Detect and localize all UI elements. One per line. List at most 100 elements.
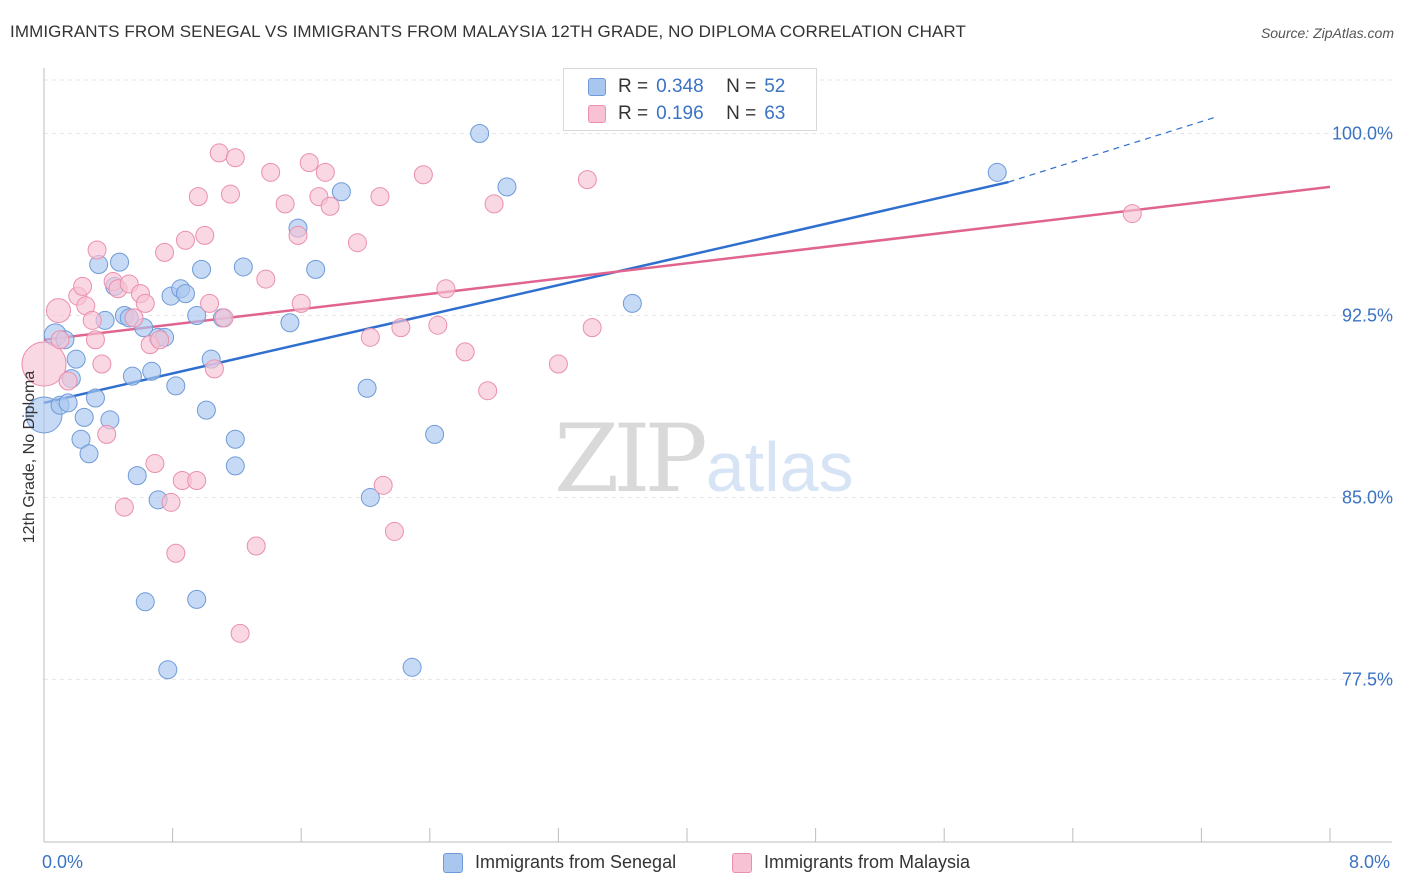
- point-senegal: [192, 259, 212, 279]
- point-malaysia: [455, 342, 475, 362]
- point-senegal: [187, 305, 207, 325]
- point-malaysia: [195, 225, 215, 245]
- point-senegal: [622, 293, 642, 313]
- legend-n-label: N =: [726, 103, 757, 124]
- point-malaysia: [97, 424, 117, 444]
- point-malaysia: [384, 521, 404, 541]
- series-legend-senegal: Immigrants from Senegal: [443, 852, 676, 873]
- chart-title: IMMIGRANTS FROM SENEGAL VS IMMIGRANTS FR…: [10, 22, 966, 41]
- series-legend-senegal-label: Immigrants from Senegal: [475, 852, 677, 872]
- point-malaysia: [548, 354, 568, 374]
- point-malaysia: [391, 318, 411, 338]
- legend-n-value: 63: [764, 103, 786, 124]
- point-malaysia: [214, 308, 234, 328]
- point-senegal: [280, 313, 300, 333]
- legend-swatch-senegal: [588, 78, 606, 96]
- stats-legend: R = 0.348 N = 52 R = 0.196 N = 63: [563, 68, 817, 131]
- point-senegal: [987, 162, 1007, 182]
- point-malaysia: [135, 293, 155, 313]
- y-tick-label: 85.0%: [1342, 487, 1393, 507]
- point-senegal: [425, 424, 445, 444]
- y-axis-label: 12th Grade, No Diploma: [21, 370, 38, 544]
- point-malaysia: [114, 497, 134, 517]
- point-malaysia: [85, 330, 105, 350]
- point-malaysia: [246, 536, 266, 556]
- point-senegal: [127, 466, 147, 486]
- series-legend-malaysia-label: Immigrants from Malaysia: [764, 852, 971, 872]
- point-senegal: [79, 444, 99, 464]
- point-malaysia: [320, 196, 340, 216]
- point-malaysia: [209, 143, 229, 163]
- legend-row-malaysia: R = 0.196 N = 63: [588, 102, 785, 126]
- point-senegal: [85, 388, 105, 408]
- point-senegal: [187, 589, 207, 609]
- point-malaysia: [347, 233, 367, 253]
- chart-source: Source: ZipAtlas.com: [1260, 25, 1394, 41]
- point-malaysia: [21, 341, 67, 387]
- point-malaysia: [166, 543, 186, 563]
- point-malaysia: [436, 279, 456, 299]
- series-legend: Immigrants from Senegal Immigrants from …: [0, 852, 1406, 878]
- point-senegal: [225, 456, 245, 476]
- legend-swatch-malaysia: [588, 105, 606, 123]
- point-malaysia: [92, 354, 112, 374]
- point-malaysia: [150, 330, 170, 350]
- legend-r-label: R =: [618, 103, 649, 124]
- point-senegal: [196, 400, 216, 420]
- point-malaysia: [428, 315, 448, 335]
- point-senegal: [142, 361, 162, 381]
- legend-n-label: N =: [726, 76, 757, 97]
- point-malaysia: [87, 240, 107, 260]
- point-senegal: [166, 376, 186, 396]
- legend-r-label: R =: [618, 76, 649, 97]
- point-senegal: [71, 429, 91, 449]
- point-senegal: [66, 349, 86, 369]
- point-malaysia: [82, 310, 102, 330]
- series-swatch-senegal: [443, 852, 463, 873]
- point-malaysia: [256, 269, 276, 289]
- y-tick-label: 92.5%: [1342, 305, 1393, 325]
- series-swatch-malaysia: [732, 852, 752, 873]
- y-tick-label: 100.0%: [1332, 124, 1393, 144]
- legend-r-value: 0.196: [656, 103, 704, 124]
- point-senegal: [402, 657, 422, 677]
- x-axis-min-label: 0.0%: [42, 852, 84, 872]
- point-malaysia: [582, 318, 602, 338]
- point-malaysia: [188, 187, 208, 207]
- point-senegal: [58, 393, 78, 413]
- point-malaysia: [145, 453, 165, 473]
- data-points: [21, 124, 1142, 680]
- point-senegal: [158, 660, 178, 680]
- point-senegal: [110, 252, 130, 272]
- point-senegal: [175, 284, 195, 304]
- point-malaysia: [299, 153, 319, 173]
- y-tick-labels: 77.5% 85.0% 92.5% 100.0%: [1332, 124, 1393, 690]
- point-malaysia: [230, 623, 250, 643]
- point-malaysia: [187, 470, 207, 490]
- point-malaysia: [45, 298, 71, 324]
- point-malaysia: [204, 359, 224, 379]
- point-malaysia: [175, 230, 195, 250]
- point-malaysia: [360, 327, 380, 347]
- point-malaysia: [370, 187, 390, 207]
- point-senegal: [225, 429, 245, 449]
- point-malaysia: [1122, 204, 1142, 224]
- point-malaysia: [577, 170, 597, 190]
- trend-extension-senegal: [1008, 115, 1218, 183]
- point-senegal: [497, 177, 517, 197]
- point-senegal: [470, 124, 490, 144]
- point-malaysia: [261, 162, 281, 182]
- point-malaysia: [73, 276, 93, 296]
- point-malaysia: [225, 148, 245, 168]
- series-legend-malaysia: Immigrants from Malaysia: [732, 852, 970, 873]
- point-malaysia: [220, 184, 240, 204]
- point-malaysia: [288, 225, 308, 245]
- point-malaysia: [161, 492, 181, 512]
- point-malaysia: [200, 293, 220, 313]
- point-senegal: [122, 366, 142, 386]
- point-malaysia: [373, 475, 393, 495]
- grid-lines: [44, 79, 1392, 680]
- point-malaysia: [291, 293, 311, 313]
- point-senegal: [357, 378, 377, 398]
